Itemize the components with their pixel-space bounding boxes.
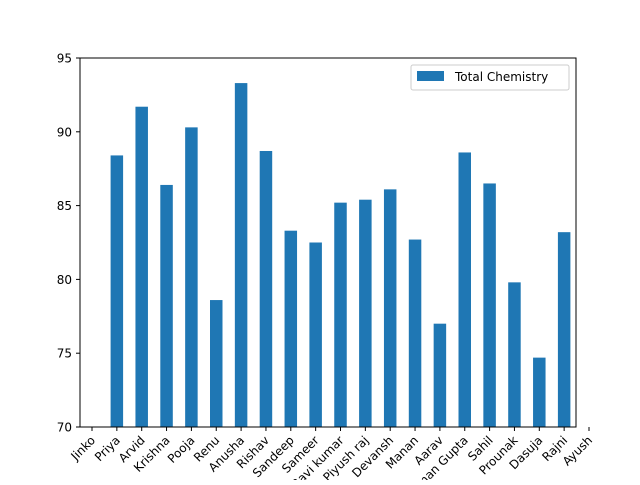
y-tick-label: 90 [57, 125, 72, 139]
bar-pooja [185, 127, 198, 428]
y-tick-label: 95 [57, 52, 72, 66]
bar-renu [210, 300, 223, 427]
bar-sahil [483, 183, 496, 427]
bar-arvid [135, 106, 148, 428]
legend-swatch [417, 71, 444, 81]
x-tick-label: Pooja [165, 433, 198, 466]
bar-krishna [160, 184, 173, 427]
y-axis: 70 75 80 85 90 95 [57, 52, 80, 435]
bar-devansh [383, 189, 397, 427]
bar-rajni [557, 232, 571, 427]
bar-rishav [259, 150, 273, 428]
bar-aarav [433, 323, 447, 427]
y-tick-label: 75 [57, 347, 72, 361]
bar-dasuja [533, 357, 546, 427]
y-tick-label: 70 [57, 421, 72, 435]
x-tick-label: Priya [92, 433, 123, 464]
bar-aman-gupta [458, 152, 471, 427]
bar-sameer [309, 242, 322, 427]
bars-layer [110, 83, 571, 428]
x-axis: JinkoPriyaArvidKrishnaPoojaRenuAnushaRis… [67, 427, 595, 485]
bar-prounak [508, 282, 521, 427]
plot-frame [79, 57, 577, 428]
bar-manan [408, 239, 422, 427]
bar-piyush-raj [359, 199, 372, 427]
legend-box [410, 64, 570, 91]
bar-ravi-kumar [334, 202, 347, 427]
x-tick-label: Jinko [67, 433, 98, 464]
bar-priya [110, 155, 124, 428]
y-tick-label: 80 [57, 273, 72, 287]
bar-anusha [234, 83, 248, 427]
bar-sandeep [284, 230, 298, 427]
y-tick-label: 85 [57, 199, 72, 213]
legend: Total Chemistry [410, 64, 570, 91]
legend-label: Total Chemistry [454, 70, 548, 84]
